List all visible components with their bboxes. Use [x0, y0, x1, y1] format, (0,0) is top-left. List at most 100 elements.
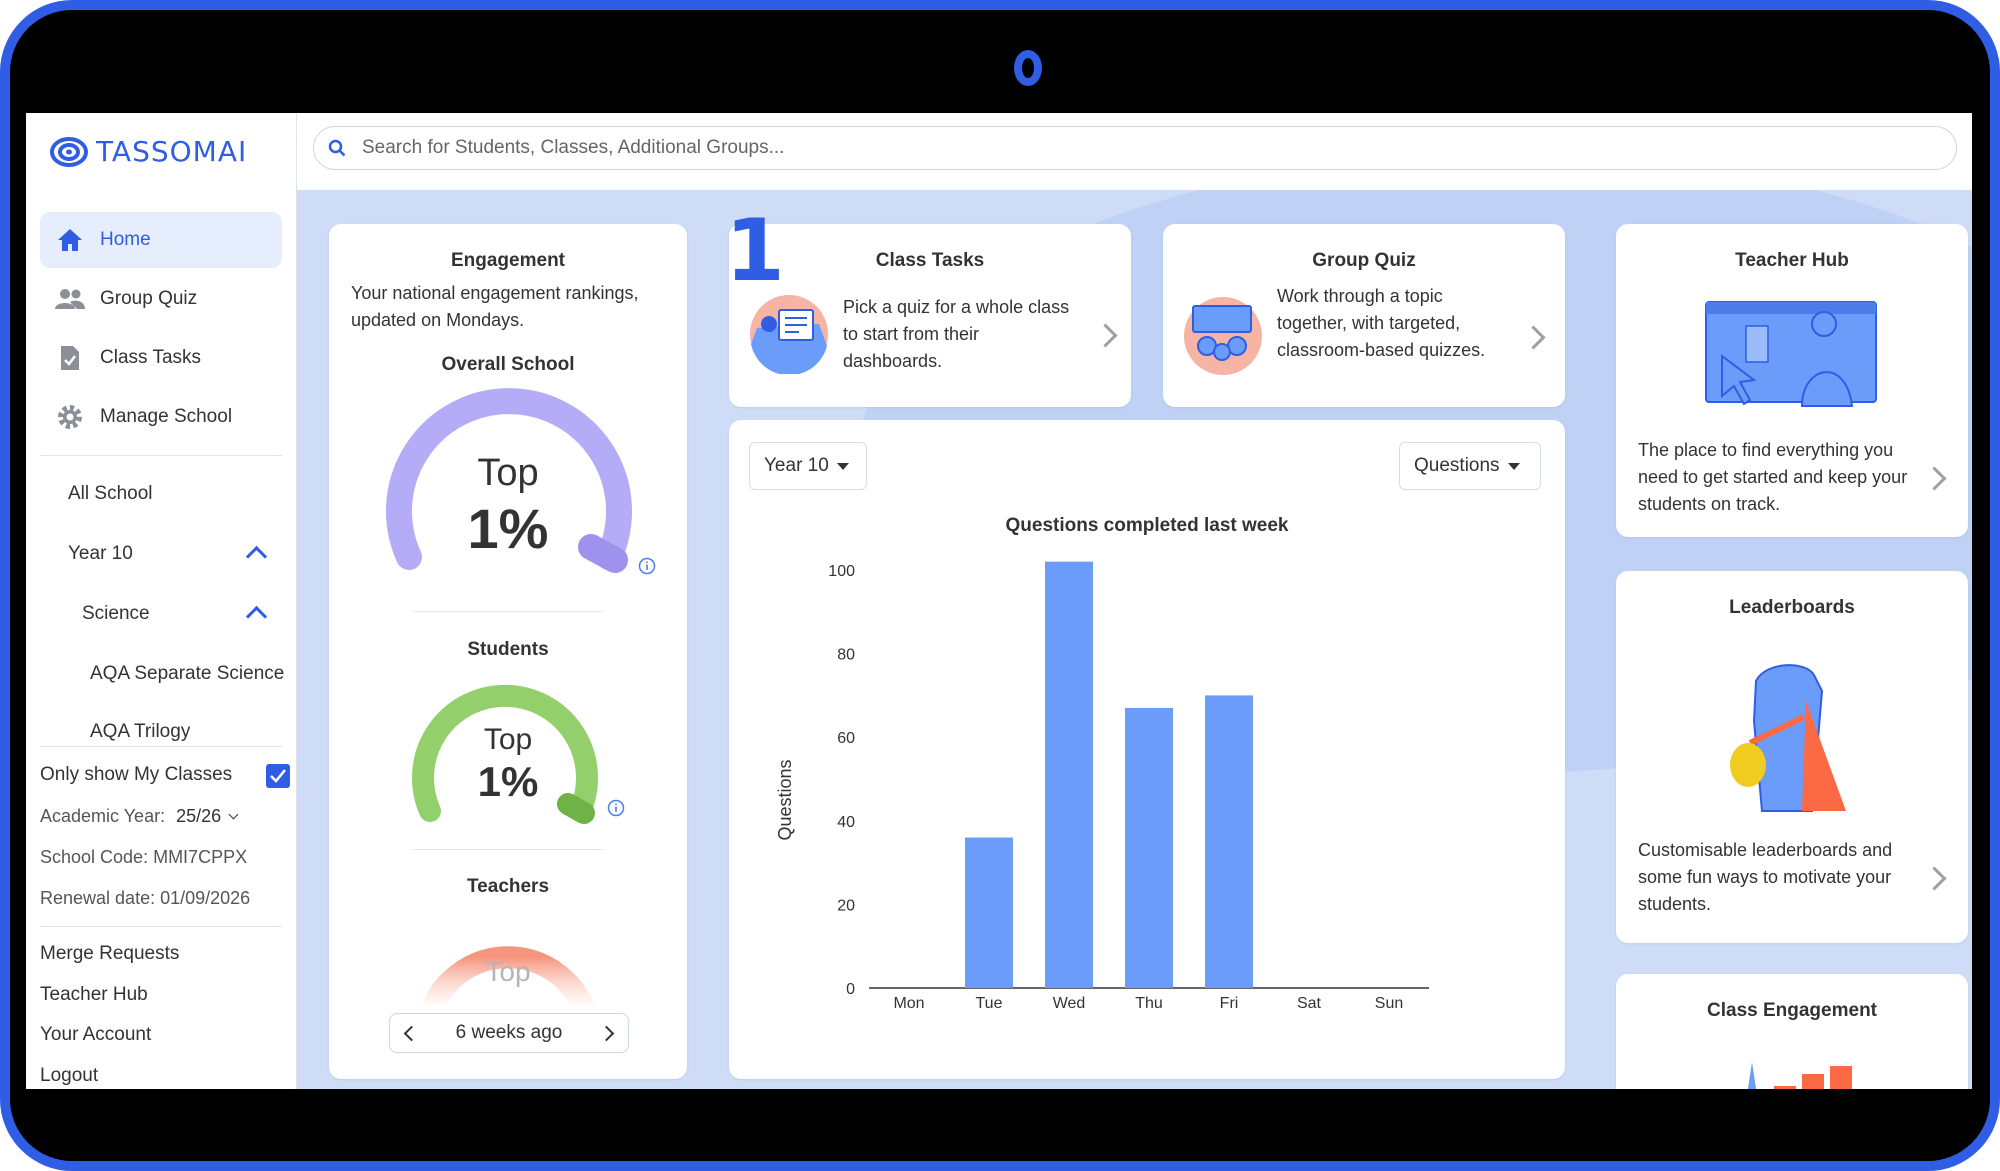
y-tick-label: 80 [837, 647, 855, 664]
top-bar [297, 113, 1972, 190]
overall-rank-top: Top [477, 452, 539, 494]
chart-title: Questions completed last week [1006, 515, 1289, 536]
people-icon [54, 285, 86, 313]
tassomai-logo-icon [50, 136, 88, 167]
year-select-value: Year 10 [764, 455, 829, 476]
trophy-fist-illustration-icon [1730, 664, 1846, 812]
teachers-gauge [421, 946, 595, 1004]
home-icon [54, 226, 86, 254]
nav-label-home: Home [100, 229, 151, 250]
week-label: 6 weeks ago [455, 1022, 563, 1043]
camera-icon [1014, 50, 1042, 86]
app-screen: TASSOMAI Home Group Quiz Class Tasks [26, 113, 1972, 1089]
tree-item-class[interactable]: AQA Separate Science [90, 663, 285, 684]
chart-bar[interactable] [1045, 561, 1093, 988]
students-label: Students [467, 639, 549, 660]
chevron-right-icon [1922, 866, 1947, 891]
tree-item-all-school[interactable]: All School [68, 483, 153, 504]
logo-text: TASSOMAI [96, 135, 248, 168]
only-show-my-classes-checkbox[interactable] [266, 764, 290, 788]
metric-select[interactable]: Questions [1399, 442, 1541, 490]
chevron-right-icon [1521, 325, 1546, 350]
group-quiz-card[interactable]: Group Quiz Work through a topic together… [1163, 224, 1565, 407]
nav-label-manage-school: Manage School [100, 406, 233, 427]
link-your-account[interactable]: Your Account [40, 1024, 152, 1045]
chart-bar[interactable] [965, 837, 1013, 988]
bar-chart-illustration-icon [1747, 1062, 1852, 1089]
chevron-left-icon[interactable] [403, 1025, 420, 1041]
search-input[interactable] [360, 136, 1864, 160]
x-tick-label: Tue [976, 995, 1003, 1012]
overall-school-gauge [386, 388, 632, 573]
group-quiz-description: Work through a topic together, with targ… [1277, 286, 1486, 360]
chevron-down-icon [228, 809, 239, 820]
caret-down-icon [1507, 462, 1520, 470]
nav-item-home[interactable]: Home [40, 212, 282, 268]
group-quiz-title: Group Quiz [1312, 250, 1416, 271]
teachers-rank-top: Top [485, 956, 531, 987]
tree-item-class[interactable]: AQA Trilogy [90, 721, 191, 742]
link-logout[interactable]: Logout [40, 1065, 99, 1086]
chevron-up-icon[interactable] [245, 545, 268, 568]
chart-bar[interactable] [1205, 695, 1253, 988]
nav-label-class-tasks: Class Tasks [100, 347, 202, 368]
x-tick-label: Fri [1220, 995, 1239, 1012]
chevron-up-icon[interactable] [245, 605, 268, 628]
academic-year-label: Academic Year: [40, 806, 166, 826]
x-tick-label: Sun [1375, 995, 1403, 1012]
search-bar[interactable] [313, 126, 1957, 170]
questions-bar-chart: Questions completed last week Questions … [775, 515, 1429, 1012]
y-tick-label: 100 [828, 563, 855, 580]
caret-down-icon [836, 462, 849, 470]
divider [40, 455, 282, 456]
info-icon[interactable] [638, 557, 656, 575]
tree-item-subject[interactable]: Science [82, 603, 296, 628]
info-icon[interactable] [607, 799, 625, 817]
chevron-right-icon[interactable] [598, 1025, 615, 1041]
tree-item-year[interactable]: Year 10 [68, 543, 296, 568]
y-tick-label: 20 [837, 897, 855, 914]
class-tasks-card[interactable]: 1 Class Tasks Pick a quiz for a whole cl… [725, 208, 1131, 407]
x-tick-label: Wed [1053, 995, 1086, 1012]
x-tick-label: Mon [893, 995, 924, 1012]
class-tasks-illustration-icon [750, 295, 828, 374]
logo[interactable]: TASSOMAI [50, 135, 247, 168]
chart-bar[interactable] [1125, 707, 1173, 988]
class-engagement-card[interactable]: Class Engagement [1616, 974, 1968, 1089]
nav-item-class-tasks[interactable]: Class Tasks [40, 330, 282, 386]
class-tasks-title: Class Tasks [875, 250, 985, 271]
year-select[interactable]: Year 10 [749, 442, 867, 490]
tree-subject-label: Science [82, 603, 150, 624]
academic-year-value: 25/26 [176, 806, 222, 826]
divider [40, 926, 282, 927]
chart-y-axis-label: Questions [775, 759, 795, 840]
link-merge-requests[interactable]: Merge Requests [40, 943, 180, 964]
divider [40, 746, 282, 747]
leaderboards-card[interactable]: Leaderboards Customisable leaderboards a… [1616, 571, 1968, 943]
class-engagement-title: Class Engagement [1707, 1000, 1877, 1021]
metric-select-value: Questions [1414, 455, 1500, 476]
y-tick-label: 40 [837, 814, 855, 831]
sidebar: TASSOMAI Home Group Quiz Class Tasks [26, 113, 297, 1089]
students-rank-top: Top [483, 723, 533, 756]
x-tick-label: Sat [1297, 995, 1322, 1012]
group-quiz-illustration-icon [1184, 297, 1262, 375]
tree-year-label: Year 10 [68, 543, 133, 564]
nav-label-group-quiz: Group Quiz [100, 288, 198, 309]
y-tick-label: 0 [846, 981, 855, 998]
nav-item-group-quiz[interactable]: Group Quiz [40, 271, 282, 327]
nav-item-manage-school[interactable]: Manage School [40, 389, 282, 445]
clipboard-check-icon [54, 344, 86, 372]
link-teacher-hub[interactable]: Teacher Hub [40, 984, 148, 1005]
students-rank-value: 1% [477, 758, 539, 805]
only-show-my-classes-label: Only show My Classes [40, 764, 233, 785]
class-tasks-description: Pick a quiz for a whole class to start f… [843, 297, 1070, 371]
teacher-hub-card[interactable]: Teacher Hub The place to find everything… [1616, 224, 1968, 537]
x-tick-label: Thu [1135, 995, 1163, 1012]
questions-chart-card: Year 10 Questions Questions completed la… [729, 420, 1565, 1079]
engagement-title: Engagement [450, 250, 566, 271]
academic-year-row[interactable]: Academic Year: 25/26 [40, 806, 239, 827]
students-gauge [412, 684, 598, 824]
step-number-badge: 1 [725, 201, 785, 301]
